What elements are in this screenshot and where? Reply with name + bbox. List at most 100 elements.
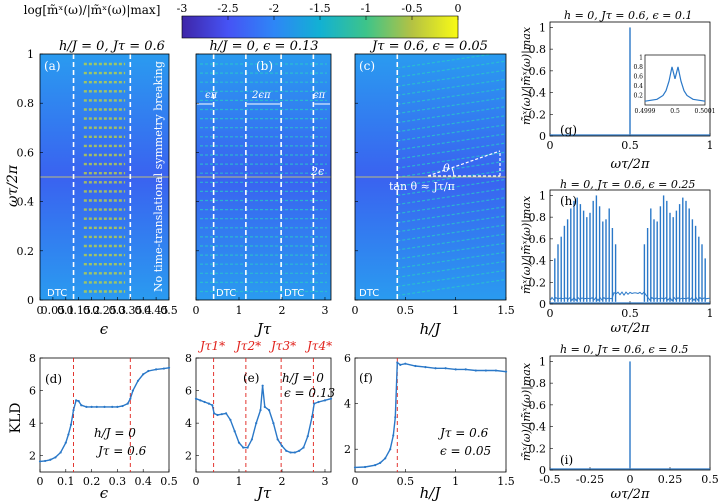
series-point <box>212 412 216 415</box>
theta-construction <box>427 150 501 177</box>
heatmap-c-frame <box>354 53 507 301</box>
y-tick-label: 4 <box>29 417 36 430</box>
x-tick-label: 0 <box>193 475 200 488</box>
x-tick-label: -0.5 <box>539 473 560 486</box>
series-point <box>111 405 114 408</box>
inset-frame <box>644 54 706 106</box>
inset-g: 0.4999 0.5 0.5001 0.2 0.4 0.6 0.8 1 <box>633 54 715 115</box>
series-point <box>44 459 47 463</box>
y-tick-label: 6 <box>344 352 351 365</box>
series-point <box>95 405 98 408</box>
series-point <box>259 409 262 412</box>
colorbar: log[m̃ˣ(ω)/|m̃ˣ(ω)|max] -3 -2.5 -2 -1.5 -1 -0… <box>24 2 462 39</box>
panel-a: (a) DTC No time-translational symmetry b… <box>39 53 170 301</box>
x-tick-label: 1 <box>707 139 714 152</box>
panel-a-title: h/J = 0, Jτ = 0.6 <box>59 39 165 54</box>
inset-x-tick-label: 0.5 <box>670 108 680 115</box>
y-tick-label: 0 <box>539 298 546 311</box>
heatmap-x-tick-label: 0.25 <box>92 304 117 317</box>
y-tick-label: 0.6 <box>529 399 547 412</box>
heatmap-y-tick-label: 1 <box>27 48 34 61</box>
series-point <box>121 404 124 408</box>
series-point <box>72 409 75 412</box>
series-point <box>80 404 83 407</box>
heatmap-x-tick-label: 0.5 <box>397 304 415 317</box>
y-tick-label: 0.8 <box>529 377 547 390</box>
series-point <box>484 369 487 372</box>
panel-h-ylabel: m̃ˣ(ω)/|m̃ˣ(ω)|max <box>520 195 534 294</box>
panel-f-legend-2: ϵ = 0.05 <box>440 444 491 458</box>
series-point <box>216 413 219 417</box>
y-tick-label: 0.2 <box>529 442 547 455</box>
x-tick-label: 0.5 <box>160 475 178 488</box>
panel-b-xlabel: Jτ <box>254 320 272 338</box>
x-tick-label: 0.5 <box>701 473 719 486</box>
panel-h-xlabel: ωτ/2π <box>611 321 650 336</box>
inset-y-tick-label: 1 <box>639 54 643 61</box>
y-tick-label: 0.4 <box>529 255 547 268</box>
heatmap-stripe <box>397 233 506 251</box>
inset-line <box>644 66 706 102</box>
series-point <box>276 438 279 441</box>
plot-d: 0 0.1 0.2 0.3 0.4 0.5 2 4 6 8 <box>29 352 178 488</box>
series-point <box>142 373 145 376</box>
series-point <box>474 369 477 372</box>
inset-x-tick-label: 0.4999 <box>635 108 656 115</box>
series-point <box>464 368 467 371</box>
series-point <box>54 456 57 459</box>
series-point <box>67 433 70 436</box>
series-line <box>39 367 170 463</box>
y-tick-label: 0.2 <box>529 108 547 121</box>
y-tick-label: 2 <box>344 443 351 456</box>
series-point <box>85 405 88 408</box>
series-point <box>38 460 42 463</box>
heatmap-x-tick-label: 0.35 <box>118 304 143 317</box>
x-tick-label: 0.4 <box>134 475 152 488</box>
colorbar-tick-label: -1.5 <box>309 2 330 15</box>
x-tick-label: 0.5 <box>621 139 639 152</box>
series-point <box>363 465 367 469</box>
x-tick-label: 0.25 <box>658 473 683 486</box>
panel-c-title: Jτ = 0.6, ϵ = 0.05 <box>369 39 488 54</box>
heatmap-x-tick-label: 0.5 <box>160 304 178 317</box>
heatmap-stripe <box>397 178 506 196</box>
panel-a-xlabel: ϵ <box>100 320 109 338</box>
x-tick-label: 0.5 <box>621 307 639 320</box>
heatmap-b-texture <box>196 54 331 300</box>
series-point <box>199 399 202 402</box>
x-tick-label: -0.25 <box>576 473 604 486</box>
panel-b-title: h/J = 0, ϵ = 0.13 <box>209 39 318 54</box>
series-point <box>224 412 228 415</box>
heatmap-stripe <box>397 215 506 233</box>
panel-c-xlabel: h/J <box>420 320 442 338</box>
x-tick-label: 0 <box>547 139 554 152</box>
series-point <box>207 402 210 405</box>
series-point <box>69 423 73 426</box>
panel-g-xlabel: ωτ/2π <box>611 157 650 172</box>
plot-frame <box>354 357 507 473</box>
heatmap-x-tick-label: 0 <box>352 304 359 317</box>
series-point <box>75 399 78 402</box>
dtc-label-b1: DTC <box>216 288 236 299</box>
series-point <box>306 435 309 438</box>
heatmap-stripe <box>397 187 506 206</box>
y-tick-label: 8 <box>29 352 36 365</box>
y-tick-label: 0.8 <box>529 43 547 56</box>
series-point <box>261 384 264 387</box>
series-point <box>136 379 140 382</box>
series-point <box>203 400 206 404</box>
panel-h-label: (h) <box>560 194 577 208</box>
kld-ylabel: KLD <box>8 403 24 434</box>
y-tick-label: 1 <box>539 189 546 202</box>
series-point <box>229 418 232 421</box>
series-point <box>298 449 301 452</box>
series-point <box>353 466 357 469</box>
heatmap-stripe <box>397 142 506 160</box>
heatmap-stripe <box>397 169 506 187</box>
series-point <box>147 369 150 373</box>
series-point <box>424 366 427 369</box>
tan-theta-label: tan θ ≈ Jτ/π <box>389 180 455 193</box>
series-point <box>126 402 129 405</box>
panel-f-xlabel: h/J <box>420 484 442 502</box>
heatmap-stripe <box>397 87 506 105</box>
